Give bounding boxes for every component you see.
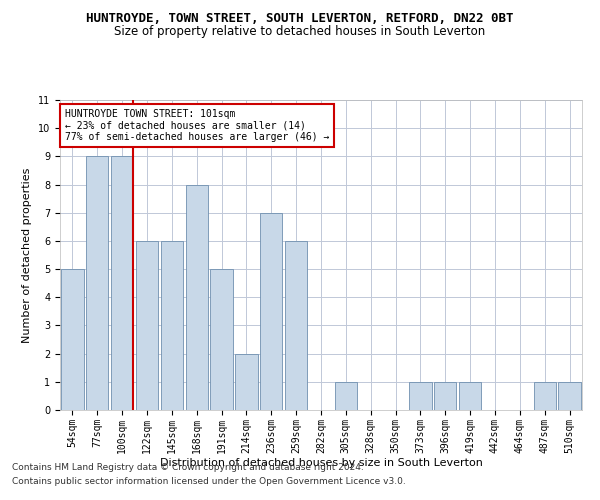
Bar (335, 382, 357, 410)
Text: HUNTROYDE, TOWN STREET, SOUTH LEVERTON, RETFORD, DN22 0BT: HUNTROYDE, TOWN STREET, SOUTH LEVERTON, … (86, 12, 514, 26)
Bar (235, 354, 257, 410)
Bar (459, 382, 481, 410)
Bar (409, 382, 431, 410)
Text: Contains public sector information licensed under the Open Government Licence v3: Contains public sector information licen… (12, 477, 406, 486)
Bar (533, 382, 556, 410)
Bar (61, 269, 83, 410)
Bar (211, 269, 233, 410)
Text: Size of property relative to detached houses in South Leverton: Size of property relative to detached ho… (115, 25, 485, 38)
Bar (161, 241, 183, 410)
Text: Contains HM Land Registry data © Crown copyright and database right 2024.: Contains HM Land Registry data © Crown c… (12, 464, 364, 472)
Y-axis label: Number of detached properties: Number of detached properties (22, 168, 32, 342)
Bar (111, 156, 133, 410)
Bar (185, 184, 208, 410)
Bar (559, 382, 581, 410)
X-axis label: Distribution of detached houses by size in South Leverton: Distribution of detached houses by size … (160, 458, 482, 468)
Bar (260, 212, 283, 410)
Bar (285, 241, 307, 410)
Bar (136, 241, 158, 410)
Text: HUNTROYDE TOWN STREET: 101sqm
← 23% of detached houses are smaller (14)
77% of s: HUNTROYDE TOWN STREET: 101sqm ← 23% of d… (65, 110, 329, 142)
Bar (434, 382, 457, 410)
Bar (86, 156, 109, 410)
